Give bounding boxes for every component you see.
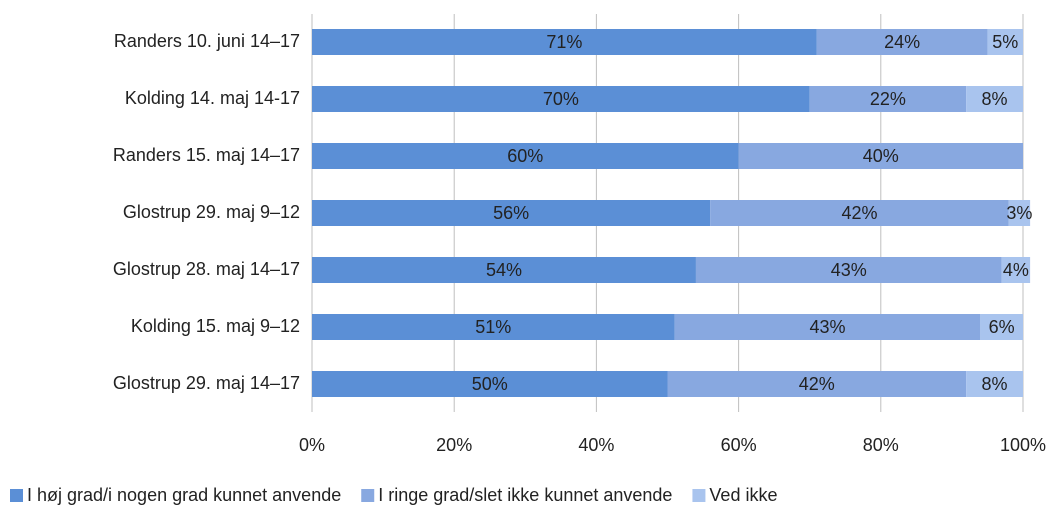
legend-swatch [692,489,706,502]
bar-segment [312,314,675,340]
data-label: 43% [831,260,867,280]
bar-segment [1001,257,1031,283]
bar-segment [738,143,1023,169]
data-label: 50% [472,374,508,394]
data-label: 5% [992,32,1018,52]
data-label: 70% [543,89,579,109]
data-label: 54% [486,260,522,280]
y-tick-label: Glostrup 28. maj 14–17 [113,259,300,279]
bar-segment [312,200,711,226]
bar-segment [674,314,981,340]
bar-segment [312,257,696,283]
bar-segment [1008,200,1031,226]
data-label: 8% [982,89,1008,109]
y-tick-label: Randers 15. maj 14–17 [113,145,300,165]
bar-segment [312,29,817,55]
legend-swatch [361,489,375,502]
x-tick-label: 20% [436,435,472,455]
bar-segment [312,86,810,112]
bar-segment [816,29,988,55]
data-label: 60% [507,146,543,166]
data-label: 71% [546,32,582,52]
y-tick-label: Glostrup 29. maj 14–17 [113,373,300,393]
y-tick-label: Randers 10. juni 14–17 [114,31,300,51]
data-label: 24% [884,32,920,52]
x-tick-label: 80% [863,435,899,455]
legend-swatch [10,489,23,502]
bar-segment [987,29,1023,55]
x-tick-label: 100% [1000,435,1046,455]
y-tick-label: Kolding 14. maj 14-17 [125,88,300,108]
legend-label: I ringe grad/slet ikke kunnet anvende [378,485,672,505]
bar-segment [695,257,1002,283]
bar-segment [710,200,1009,226]
y-tick-label: Kolding 15. maj 9–12 [131,316,300,336]
bar-segment [980,314,1023,340]
bar-segment [667,371,967,397]
data-label: 42% [799,374,835,394]
data-label: 4% [1003,260,1029,280]
x-tick-label: 60% [721,435,757,455]
bar-segment [966,86,1023,112]
data-label: 40% [863,146,899,166]
legend-label: Ved ikke [709,485,777,505]
y-tick-label: Glostrup 29. maj 9–12 [123,202,300,222]
bar-segment [966,371,1023,397]
bar-segment [312,371,668,397]
data-label: 8% [982,374,1008,394]
data-label: 3% [1006,203,1032,223]
bar-segment [312,143,739,169]
bar-segment [809,86,967,112]
x-tick-label: 0% [299,435,325,455]
data-label: 51% [475,317,511,337]
data-label: 43% [809,317,845,337]
data-label: 6% [989,317,1015,337]
data-label: 56% [493,203,529,223]
x-tick-label: 40% [578,435,614,455]
data-label: 22% [870,89,906,109]
legend-label: I høj grad/i nogen grad kunnet anvende [27,485,341,505]
data-label: 42% [841,203,877,223]
